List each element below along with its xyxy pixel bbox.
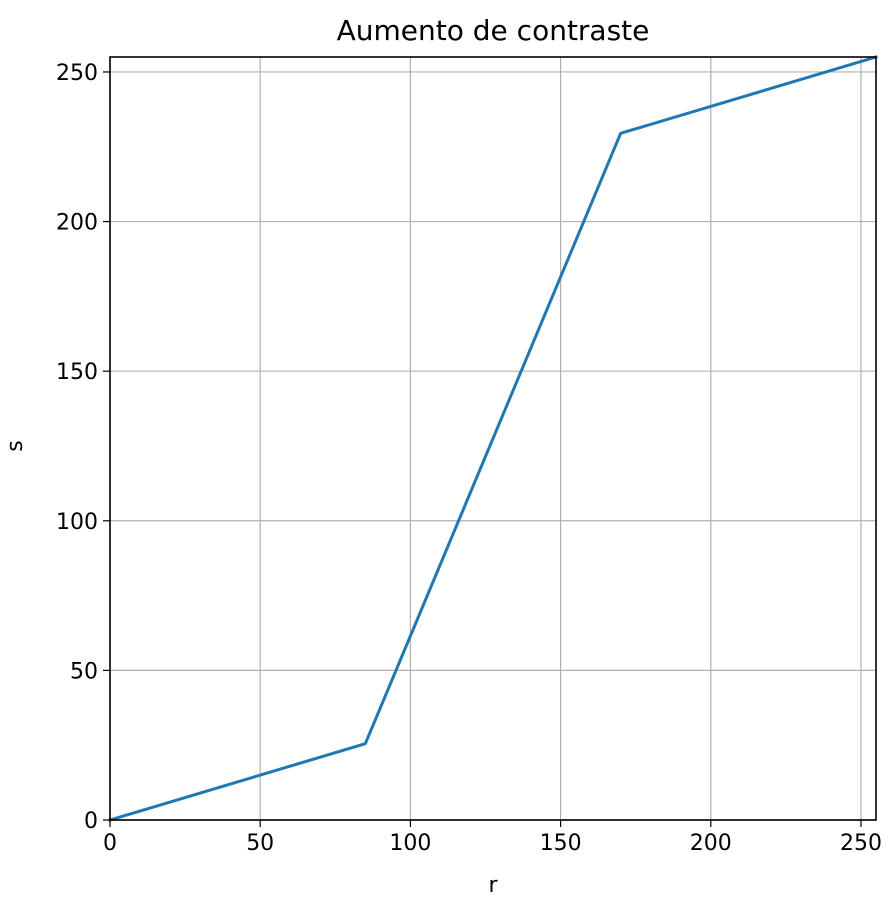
x-tick-label: 0: [103, 831, 117, 856]
y-tick-label: 50: [70, 659, 98, 684]
ticks: 0 50 100 150 200 250 0 50 100 150 200 250: [56, 61, 882, 856]
y-axis-label: s: [3, 440, 28, 451]
series-layer: [108, 55, 878, 822]
y-tick-label: 200: [56, 211, 98, 236]
chart-title: Aumento de contraste: [337, 14, 650, 47]
x-tick-label: 100: [389, 831, 431, 856]
y-tick-label: 100: [56, 510, 98, 535]
x-tick-label: 50: [246, 831, 274, 856]
x-tick-label: 250: [840, 831, 882, 856]
y-tick-label: 150: [56, 360, 98, 385]
x-axis-label: r: [488, 873, 498, 898]
series-line: [108, 55, 878, 822]
x-tick-label: 200: [690, 831, 732, 856]
grid: [109, 57, 876, 821]
x-tick-label: 150: [540, 831, 582, 856]
y-tick-label: 0: [84, 809, 98, 834]
y-tick-label: 250: [56, 61, 98, 86]
plot-frame: [109, 56, 877, 821]
